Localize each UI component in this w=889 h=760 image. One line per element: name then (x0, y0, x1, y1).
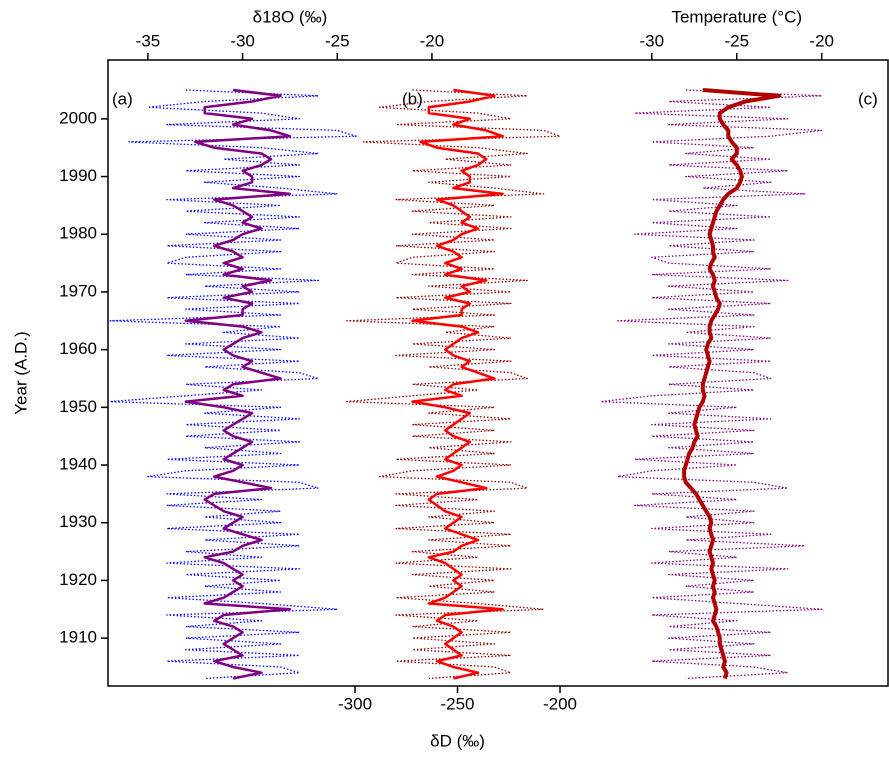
x-tick-label: -200 (543, 694, 577, 713)
y-tick-label: 1910 (59, 628, 97, 647)
series-line (411, 88, 504, 680)
x-tick-label: -250 (440, 694, 474, 713)
x-tick-label: -30 (230, 31, 255, 50)
panel-label: (b) (402, 89, 423, 108)
panel-label: (c) (858, 89, 878, 108)
y-tick-label: 1990 (59, 166, 97, 185)
y-tick-label: 1920 (59, 570, 97, 589)
x-axis-title: Temperature (°C) (671, 7, 802, 26)
y-tick-label: 1930 (59, 512, 97, 531)
x-axis-title: δD (‰) (430, 731, 485, 750)
y-tick-label: 1950 (59, 397, 97, 416)
x-tick-label: -20 (420, 31, 445, 50)
series-line (184, 88, 292, 680)
series-line (682, 88, 782, 680)
y-tick-label: 1940 (59, 455, 97, 474)
x-tick-label: -300 (338, 694, 372, 713)
panel-label: (a) (112, 89, 133, 108)
series-line (346, 89, 561, 680)
x-tick-label: -20 (809, 31, 834, 50)
x-tick-label: -30 (640, 31, 665, 50)
y-tick-label: 2000 (59, 108, 97, 127)
x-tick-label: -25 (724, 31, 749, 50)
y-axis-title: Year (A.D.) (11, 331, 30, 414)
series-line (109, 89, 357, 680)
x-axis-title: δ18O (‰) (253, 7, 328, 26)
y-tick-label: 1960 (59, 339, 97, 358)
plot-frame (107, 59, 889, 687)
x-tick-label: -35 (136, 31, 161, 50)
series-line (600, 89, 823, 680)
y-tick-label: 1970 (59, 281, 97, 300)
x-tick-label: -25 (325, 31, 350, 50)
y-tick-label: 1980 (59, 224, 97, 243)
